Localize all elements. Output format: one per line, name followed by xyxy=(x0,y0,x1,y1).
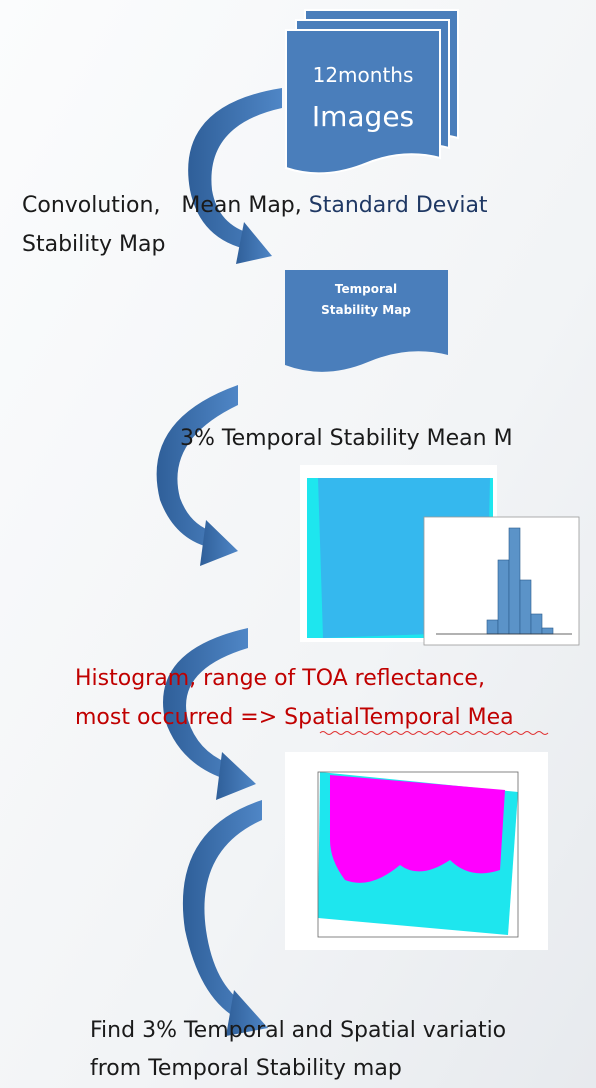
step-label: from Temporal Stability map xyxy=(90,1056,402,1081)
step-label: Stability Map xyxy=(22,232,165,257)
step-text: Convolution, Mean Map, xyxy=(22,193,309,218)
step-label: Convolution, Mean Map, Standard Deviat xyxy=(22,193,488,218)
node-label: Temporal xyxy=(335,282,397,296)
document: Temporal Stability Map xyxy=(285,270,448,372)
step-label: 3% Temporal Stability Mean M xyxy=(180,426,513,451)
curved-arrows xyxy=(156,88,282,1036)
step-label: Histogram, range of TOA reflectance, xyxy=(75,666,485,691)
step-label: Find 3% Temporal and Spatial variatio xyxy=(90,1018,506,1043)
spell-underline xyxy=(319,731,549,735)
step-text: Standard Deviat xyxy=(309,193,488,218)
map-image xyxy=(285,752,548,950)
document-stack: 12months Images xyxy=(285,9,459,175)
node-label: 12months xyxy=(313,63,414,87)
node-label: Images xyxy=(312,100,414,133)
node-label: Stability Map xyxy=(321,303,411,317)
step-label: most occurred => SpatialTemporal Mea xyxy=(75,705,514,730)
map-image xyxy=(300,465,580,646)
